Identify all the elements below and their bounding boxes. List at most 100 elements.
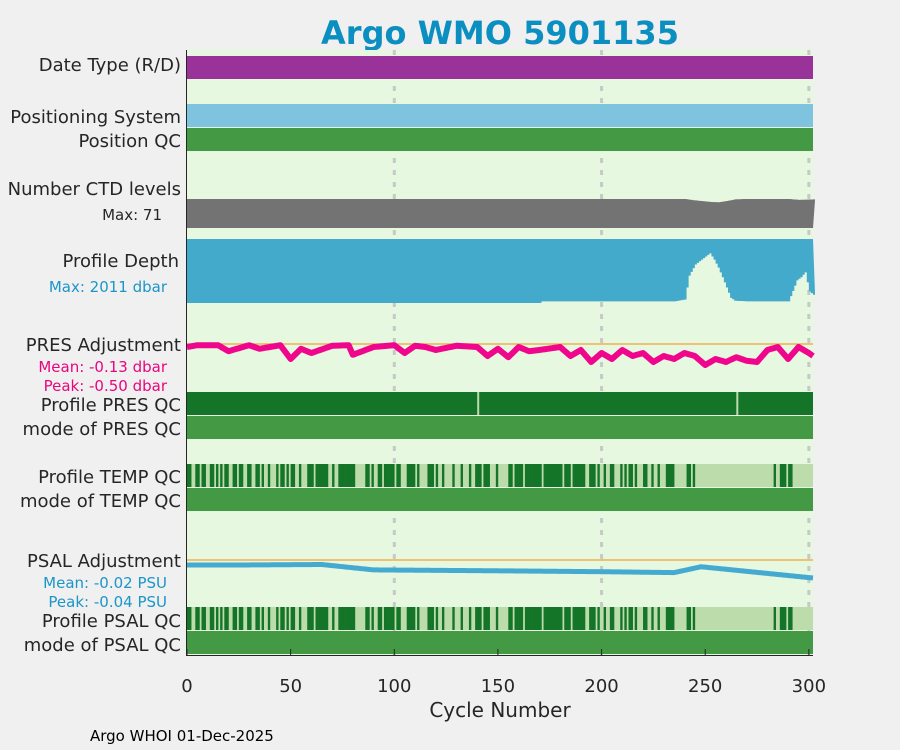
profile-psal-qc-cycle-mark xyxy=(319,607,323,630)
profile-psal-qc-cycle-mark xyxy=(427,607,430,630)
profile-psal-qc-cycle-mark xyxy=(624,607,627,630)
profile-psal-qc-cycle-mark xyxy=(317,607,320,630)
profile-depth-area xyxy=(187,239,816,303)
profile-psal-qc-cycle-mark xyxy=(524,607,528,630)
profile-psal-qc-cycle-mark xyxy=(549,607,553,630)
profile-temp-qc-cycle-mark xyxy=(286,464,289,487)
positioning-bar xyxy=(187,104,813,127)
label-profile-temp-qc: Profile TEMP QC xyxy=(38,467,181,488)
x-tick-label: 50 xyxy=(279,676,302,697)
profile-psal-qc-cycle-mark xyxy=(475,607,478,630)
profile-psal-qc-cycle-mark xyxy=(315,607,318,630)
profile-psal-qc-cycle-mark xyxy=(483,607,486,630)
profile-psal-qc-cycle-mark xyxy=(412,607,416,630)
label-profile-pres-qc: Profile PRES QC xyxy=(41,395,181,416)
profile-psal-qc-cycle-mark xyxy=(435,607,439,630)
profile-psal-qc-cycle-mark xyxy=(609,607,613,630)
profile-psal-qc-cycle-mark xyxy=(234,607,238,630)
profile-psal-qc-cycle-mark xyxy=(539,607,542,630)
x-tick-label: 200 xyxy=(584,676,618,697)
profile-temp-qc-cycle-mark xyxy=(276,464,279,487)
profile-psal-qc-cycle-mark xyxy=(365,607,368,630)
profile-psal-qc-cycle-mark xyxy=(431,607,434,630)
profile-temp-qc-cycle-mark xyxy=(564,464,567,487)
profile-psal-qc-cycle-mark xyxy=(510,607,513,630)
profile-psal-qc-cycle-mark xyxy=(261,607,264,630)
profile-psal-qc-cycle-mark xyxy=(321,607,325,630)
profile-psal-qc-cycle-mark xyxy=(396,607,399,630)
profile-temp-qc-cycle-mark xyxy=(290,464,294,487)
profile-psal-qc-cycle-mark xyxy=(468,607,472,630)
profile-temp-qc-cycle-mark xyxy=(435,464,439,487)
profile-temp-qc-cycle-mark xyxy=(558,464,561,487)
profile-psal-qc-cycle-mark xyxy=(773,607,776,630)
profile-temp-qc-cycle-mark xyxy=(398,464,401,487)
label-profile-psal-qc: Profile PSAL QC xyxy=(42,611,181,632)
label-profile-depth: Profile Depth xyxy=(62,251,179,272)
profile-psal-qc-cycle-mark xyxy=(392,607,395,630)
profile-temp-qc-cycle-mark xyxy=(247,464,250,487)
profile-psal-qc-cycle-mark xyxy=(551,607,555,630)
profile-psal-qc-cycle-mark xyxy=(520,607,524,630)
profile-temp-qc-cycle-mark xyxy=(226,464,229,487)
profile-temp-qc-cycle-mark xyxy=(307,464,310,487)
profile-psal-qc-cycle-mark xyxy=(189,607,192,630)
profile-temp-qc-cycle-mark xyxy=(508,464,511,487)
profile-psal-qc-cycle-mark xyxy=(545,607,548,630)
x-axis-label: Cycle Number xyxy=(429,698,571,722)
profile-temp-qc-cycle-mark xyxy=(417,464,420,487)
profile-temp-qc-cycle-mark xyxy=(309,464,312,487)
profile-psal-qc-cycle-mark xyxy=(276,607,279,630)
profile-temp-qc-cycle-mark xyxy=(203,464,206,487)
profile-psal-qc-cycle-mark xyxy=(344,607,347,630)
profile-psal-qc-cycle-mark xyxy=(568,607,571,630)
profile-temp-qc-cycle-mark xyxy=(280,464,283,487)
profile-psal-qc-cycle-mark xyxy=(410,607,414,630)
profile-temp-qc-cycle-mark xyxy=(485,464,488,487)
profile-temp-qc-cycle-mark xyxy=(779,464,783,487)
profile-temp-qc-cycle-mark xyxy=(408,464,412,487)
profile-temp-qc-cycle-mark xyxy=(319,464,323,487)
profile-psal-qc-cycle-mark xyxy=(257,607,260,630)
profile-psal-qc-cycle-mark xyxy=(226,607,229,630)
profile-temp-qc-cycle-mark xyxy=(211,464,215,487)
profile-psal-qc-cycle-mark xyxy=(779,607,783,630)
profile-temp-qc-cycle-mark xyxy=(560,464,563,487)
profile-temp-qc-cycle-mark xyxy=(533,464,536,487)
profile-psal-qc-cycle-mark xyxy=(298,607,302,630)
profile-psal-qc-cycle-mark xyxy=(247,607,250,630)
profile-psal-qc-cycle-mark xyxy=(232,607,235,630)
profile-temp-qc-cycle-mark xyxy=(773,464,776,487)
profile-psal-qc-cycle-mark xyxy=(211,607,215,630)
profile-psal-qc-cycle-mark xyxy=(429,607,432,630)
profile-temp-qc-cycle-mark xyxy=(688,464,692,487)
label-psal-adjustment: PSAL Adjustment xyxy=(27,551,181,572)
profile-psal-qc-cycle-mark xyxy=(672,607,675,630)
profile-psal-qc-cycle-mark xyxy=(292,607,296,630)
pres-qc-gap xyxy=(477,392,480,415)
profile-temp-qc-cycle-mark xyxy=(383,464,387,487)
profile-psal-qc-cycle-mark xyxy=(514,607,517,630)
profile-temp-qc-cycle-mark xyxy=(350,464,354,487)
profile-temp-qc-cycle-mark xyxy=(282,464,285,487)
profile-temp-qc-cycle-mark xyxy=(781,464,785,487)
profile-temp-qc-cycle-mark xyxy=(582,464,586,487)
profile-psal-qc-cycle-mark xyxy=(485,607,488,630)
profile-temp-qc-cycle-mark xyxy=(477,464,480,487)
label-pres-adjustment: PRES Adjustment xyxy=(26,335,181,356)
profile-temp-qc-cycle-mark xyxy=(338,464,341,487)
profile-temp-qc-cycle-mark xyxy=(238,464,242,487)
profile-psal-qc-cycle-mark xyxy=(555,607,559,630)
profile-psal-qc-cycle-mark xyxy=(224,607,227,630)
profile-psal-qc-cycle-mark xyxy=(531,607,534,630)
profile-temp-qc-cycle-mark xyxy=(396,464,399,487)
profile-psal-qc-cycle-mark xyxy=(572,607,575,630)
profile-psal-qc-cycle-mark xyxy=(495,607,499,630)
profile-psal-qc-cycle-mark xyxy=(611,607,615,630)
profile-psal-qc-cycle-mark xyxy=(580,607,584,630)
profile-temp-qc-cycle-mark xyxy=(197,464,200,487)
profile-temp-qc-cycle-mark xyxy=(390,464,393,487)
chart-title: Argo WMO 5901135 xyxy=(321,14,679,52)
profile-temp-qc-cycle-mark xyxy=(549,464,553,487)
